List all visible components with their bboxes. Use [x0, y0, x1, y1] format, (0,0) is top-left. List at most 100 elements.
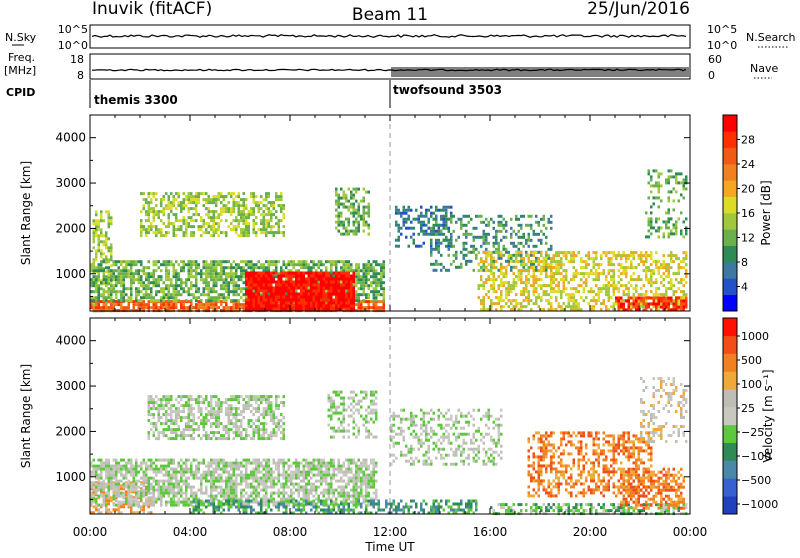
- data-cell: [600, 302, 603, 305]
- data-cell: [265, 299, 268, 302]
- data-cell: [655, 266, 658, 269]
- data-cell: [448, 245, 451, 248]
- data-cell: [268, 299, 271, 302]
- data-cell: [93, 486, 96, 489]
- power-ylabel: Slant Range [km]: [19, 161, 33, 265]
- data-cell: [558, 290, 561, 293]
- data-cell: [270, 260, 273, 263]
- data-cell: [658, 190, 661, 193]
- data-cell: [180, 306, 183, 309]
- data-cell: [300, 299, 303, 302]
- data-cell: [130, 281, 133, 284]
- data-cell: [130, 486, 133, 489]
- data-cell: [93, 495, 96, 498]
- data-cell: [648, 217, 651, 220]
- data-cell: [218, 195, 221, 198]
- data-cell: [473, 269, 476, 272]
- data-cell: [218, 293, 221, 296]
- data-cell: [508, 251, 511, 254]
- data-cell: [355, 263, 358, 266]
- data-cell: [240, 272, 243, 275]
- data-cell: [105, 299, 108, 302]
- data-cell: [610, 275, 613, 278]
- data-cell: [548, 263, 551, 266]
- data-cell: [325, 272, 328, 275]
- data-cell: [613, 254, 616, 257]
- data-cell: [288, 290, 291, 293]
- freq-label-1: Freq.: [8, 51, 35, 64]
- data-cell: [188, 266, 191, 269]
- data-cell: [580, 266, 583, 269]
- data-cell: [593, 299, 596, 302]
- data-cell: [328, 284, 331, 287]
- data-cell: [493, 302, 496, 305]
- data-cell: [583, 290, 586, 293]
- data-cell: [133, 300, 136, 303]
- data-cell: [318, 275, 321, 278]
- data-cell: [158, 213, 161, 216]
- data-cell: [650, 190, 653, 193]
- data-cell: [533, 266, 536, 269]
- data-cell: [340, 266, 343, 269]
- data-cell: [418, 218, 421, 221]
- data-cell: [328, 296, 331, 299]
- data-cell: [495, 296, 498, 299]
- data-cell: [375, 281, 378, 284]
- data-cell: [528, 299, 531, 302]
- data-cell: [100, 468, 103, 471]
- data-cell: [513, 272, 516, 275]
- data-cell: [178, 204, 181, 207]
- data-cell: [275, 231, 278, 234]
- data-cell: [420, 245, 423, 248]
- data-cell: [680, 296, 683, 299]
- data-cell: [115, 480, 118, 483]
- data-cell: [493, 281, 496, 284]
- data-cell: [188, 198, 191, 201]
- data-cell: [340, 275, 343, 278]
- data-cell: [513, 245, 516, 248]
- data-cell: [225, 303, 228, 306]
- data-cell: [648, 266, 651, 269]
- data-cell: [505, 281, 508, 284]
- data-cell: [160, 219, 163, 222]
- data-cell: [240, 287, 243, 290]
- data-cell: [560, 263, 563, 266]
- data-cell: [135, 468, 138, 471]
- data-cell: [295, 275, 298, 278]
- data-cell: [260, 278, 263, 281]
- data-cell: [655, 287, 658, 290]
- data-cell: [123, 465, 126, 468]
- data-cell: [250, 299, 253, 302]
- data-cell: [543, 263, 546, 266]
- data-cell: [278, 299, 281, 302]
- data-cell: [283, 275, 286, 278]
- data-cell: [648, 196, 651, 199]
- data-cell: [288, 278, 291, 281]
- data-cell: [540, 278, 543, 281]
- data-cell: [358, 306, 361, 309]
- data-cell: [448, 242, 451, 245]
- data-cell: [605, 254, 608, 257]
- data-cell: [283, 213, 286, 216]
- data-cell: [675, 297, 678, 300]
- data-cell: [263, 213, 266, 216]
- data-cell: [500, 290, 503, 293]
- data-cell: [653, 184, 656, 187]
- data-cell: [425, 230, 428, 233]
- data-cell: [335, 221, 338, 224]
- data-cell: [395, 224, 398, 227]
- data-cell: [135, 459, 138, 462]
- data-cell: [155, 278, 158, 281]
- data-cell: [125, 263, 128, 266]
- data-cell: [345, 206, 348, 209]
- data-cell: [495, 290, 498, 293]
- data-cell: [108, 471, 111, 474]
- data-cell: [563, 281, 566, 284]
- data-cell: [148, 216, 151, 219]
- data-cell: [253, 228, 256, 231]
- data-cell: [323, 299, 326, 302]
- data-cell: [143, 204, 146, 207]
- data-cell: [288, 287, 291, 290]
- data-cell: [298, 305, 301, 308]
- data-cell: [503, 227, 506, 230]
